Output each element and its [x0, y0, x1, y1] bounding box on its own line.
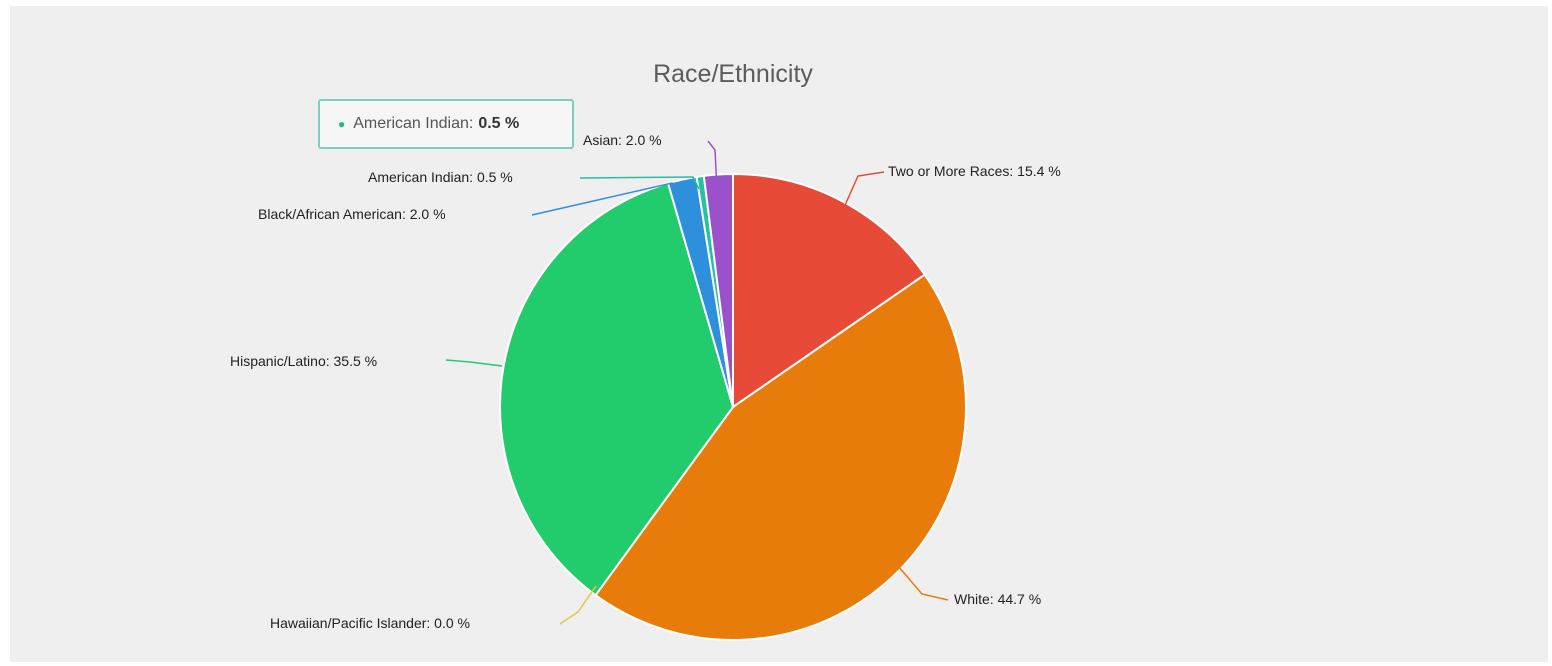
label-connector [559, 585, 597, 625]
slice-label: Asian: 2.0 % [583, 132, 662, 148]
chart-title: Race/Ethnicity [653, 60, 813, 88]
label-connector [579, 176, 700, 190]
slice-label: Hispanic/Latino: 35.5 % [230, 353, 377, 369]
pie-slice[interactable] [594, 273, 967, 641]
tooltip-series: American Indian: [353, 115, 474, 132]
slice-label: White: 44.7 % [954, 591, 1041, 607]
pie-slice[interactable] [732, 172, 927, 409]
slice-label: Two or More Races: 15.4 % [888, 163, 1061, 179]
label-connector [707, 140, 718, 191]
pie-slice[interactable] [702, 172, 734, 408]
pie-slice[interactable] [499, 181, 735, 597]
label-connector [445, 359, 503, 367]
slice-label: American Indian: 0.5 % [368, 169, 513, 185]
tooltip-dot-icon: ● [338, 117, 346, 131]
label-connector [841, 171, 885, 213]
tooltip-value: 0.5 % [478, 115, 520, 132]
label-connector [897, 565, 949, 601]
chart-tooltip: ● American Indian: 0.5 % [318, 99, 574, 149]
slice-label: Black/African American: 2.0 % [258, 206, 446, 222]
label-connector [531, 182, 687, 216]
slice-label: Hawaiian/Pacific Islander: 0.0 % [270, 615, 470, 631]
